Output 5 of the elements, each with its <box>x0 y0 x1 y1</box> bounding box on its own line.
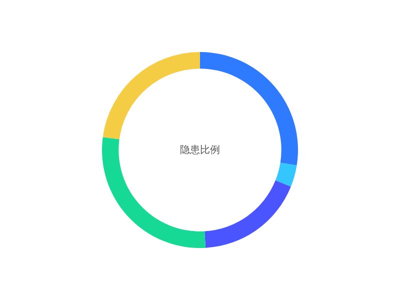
text: 隐患比例 <box>180 144 220 156</box>
donut-slice <box>204 180 291 248</box>
donut-slice <box>275 162 297 187</box>
donut-slice <box>200 52 298 166</box>
donut-slice <box>102 52 200 140</box>
